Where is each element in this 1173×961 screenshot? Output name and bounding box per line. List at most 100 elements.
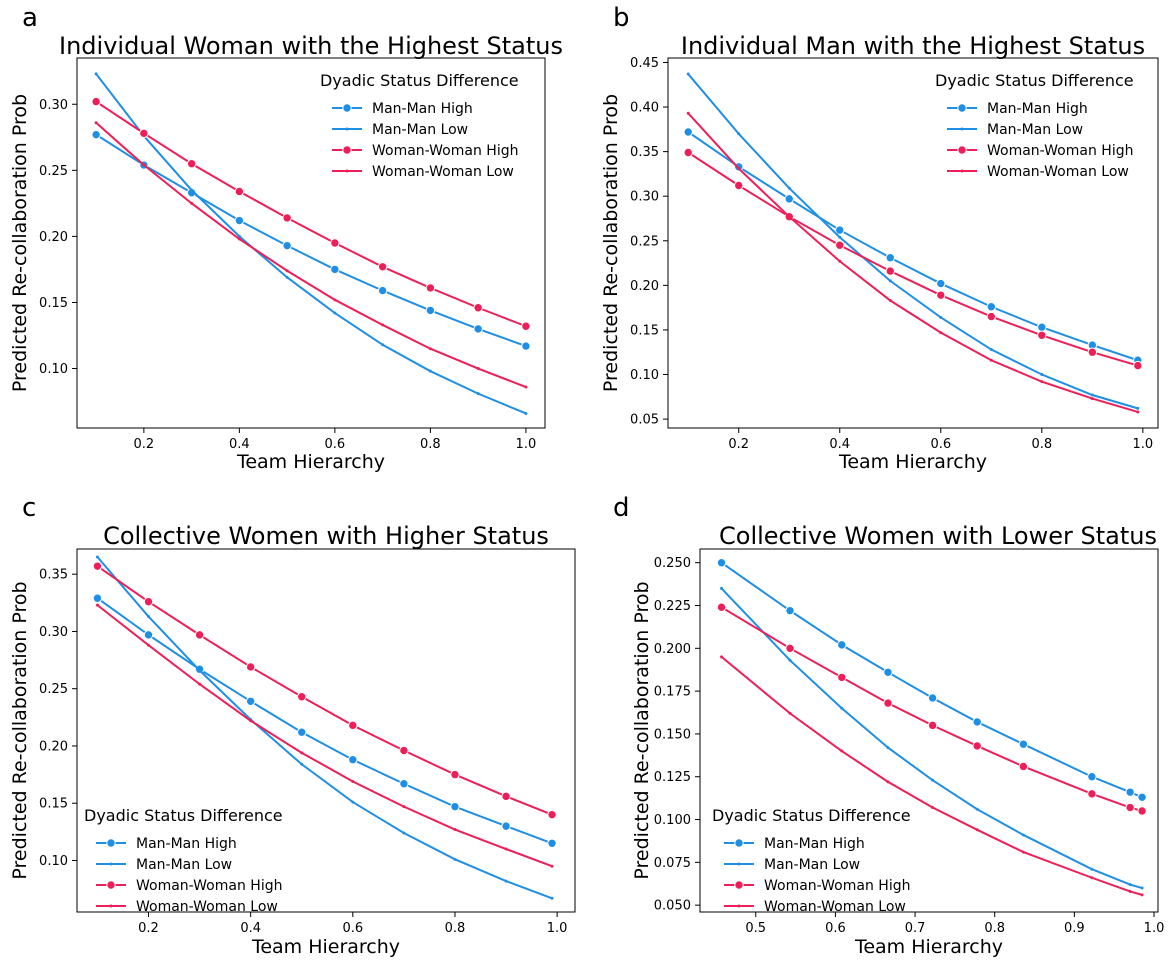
- data-point: [235, 187, 243, 195]
- x-tick-label: 0.9: [1064, 921, 1085, 936]
- data-point: [378, 286, 386, 294]
- data-point: [96, 604, 99, 607]
- legend-swatch-marker: [110, 905, 113, 908]
- chart-title: Collective Women with Higher Status: [103, 522, 549, 550]
- data-point: [788, 215, 791, 218]
- x-axis-label: Team Hierarchy: [236, 451, 385, 473]
- legend-entry-label: Woman-Woman High: [764, 878, 910, 894]
- x-tick-label: 0.8: [1031, 437, 1052, 452]
- legend-swatch-marker: [738, 905, 741, 908]
- data-point: [522, 322, 530, 330]
- data-point: [451, 770, 459, 778]
- data-point: [522, 342, 530, 350]
- data-point: [973, 718, 981, 726]
- data-point: [789, 712, 792, 715]
- data-point: [976, 828, 979, 831]
- data-point: [95, 72, 98, 75]
- legend-entry-label: Woman-Woman Low: [136, 899, 278, 915]
- panel-letter: b: [613, 3, 630, 33]
- legend-entry-label: Woman-Woman Low: [764, 899, 906, 915]
- data-point: [976, 808, 979, 811]
- data-point: [928, 694, 936, 702]
- data-point: [786, 606, 794, 614]
- legend-title: Dyadic Status Difference: [84, 806, 283, 825]
- data-point: [246, 663, 254, 671]
- data-point: [429, 347, 432, 350]
- data-point: [687, 73, 690, 76]
- data-point: [1038, 323, 1046, 331]
- x-tick-label: 0.6: [325, 437, 346, 452]
- data-point: [1134, 361, 1142, 369]
- chart-title: Collective Women with Lower Status: [719, 522, 1157, 550]
- legend: Dyadic Status Difference Man-Man High Man-…: [84, 806, 283, 915]
- data-point: [402, 805, 405, 808]
- data-point: [147, 615, 150, 618]
- data-point: [426, 284, 434, 292]
- legend-swatch-marker: [343, 146, 351, 154]
- x-tick-label: 0.2: [138, 921, 159, 936]
- legend-swatch-marker: [346, 128, 349, 131]
- y-tick-label: 0.40: [630, 101, 659, 116]
- chart-panel-c: cCollective Women with Higher Status0.2 0…: [9, 493, 575, 958]
- data-point: [95, 121, 98, 124]
- data-point: [331, 265, 339, 273]
- data-point: [300, 763, 303, 766]
- data-point: [737, 132, 740, 135]
- data-point: [300, 751, 303, 754]
- data-point: [238, 238, 241, 241]
- data-point: [1129, 890, 1132, 893]
- y-tick-label: 0.100: [654, 813, 691, 828]
- data-point: [987, 312, 995, 320]
- data-point: [286, 276, 289, 279]
- data-point: [147, 644, 150, 647]
- data-point: [453, 828, 456, 831]
- y-tick-label: 0.25: [39, 682, 68, 697]
- data-point: [1040, 380, 1043, 383]
- data-point: [990, 359, 993, 362]
- data-point: [477, 392, 480, 395]
- x-tick-label: 0.8: [420, 437, 441, 452]
- x-tick-label: 0.4: [829, 437, 850, 452]
- y-tick-label: 0.10: [39, 854, 68, 869]
- y-axis-label: Predicted Re-collaboration Prob: [9, 581, 31, 879]
- legend-entry-label: Man-Man Low: [372, 122, 468, 138]
- y-tick-label: 0.30: [630, 190, 659, 205]
- data-point: [331, 239, 339, 247]
- data-point: [1091, 394, 1094, 397]
- data-point: [884, 668, 892, 676]
- data-point: [400, 780, 408, 788]
- data-point: [886, 746, 889, 749]
- data-point: [1088, 348, 1096, 356]
- y-tick-label: 0.05: [630, 413, 659, 428]
- data-point: [474, 325, 482, 333]
- data-point: [1129, 883, 1132, 886]
- series-line: [97, 605, 552, 866]
- data-point: [886, 254, 894, 262]
- legend: Dyadic Status Difference Man-Man High Man-…: [712, 806, 911, 915]
- data-point: [524, 412, 527, 415]
- legend-swatch-marker: [735, 881, 743, 889]
- data-point: [928, 721, 936, 729]
- y-tick-label: 0.30: [39, 98, 68, 113]
- y-axis-label: Predicted Re-collaboration Prob: [600, 94, 622, 392]
- legend-title: Dyadic Status Difference: [320, 71, 519, 90]
- y-tick-label: 0.250: [654, 556, 691, 571]
- data-point: [381, 343, 384, 346]
- data-point: [187, 160, 195, 168]
- data-point: [838, 641, 846, 649]
- data-point: [720, 655, 723, 658]
- data-point: [1022, 833, 1025, 836]
- x-tick-label: 1.0: [547, 921, 568, 936]
- x-tick-label: 0.6: [930, 437, 951, 452]
- legend-swatch-marker: [107, 881, 115, 889]
- data-point: [400, 746, 408, 754]
- series-man-man high: [717, 558, 1146, 801]
- y-tick-label: 0.225: [654, 599, 691, 614]
- data-point: [1136, 407, 1139, 410]
- x-axis-label: Team Hierarchy: [854, 936, 1003, 958]
- legend-title: Dyadic Status Difference: [712, 806, 911, 825]
- data-point: [235, 216, 243, 224]
- data-point: [142, 164, 145, 167]
- data-point: [840, 750, 843, 753]
